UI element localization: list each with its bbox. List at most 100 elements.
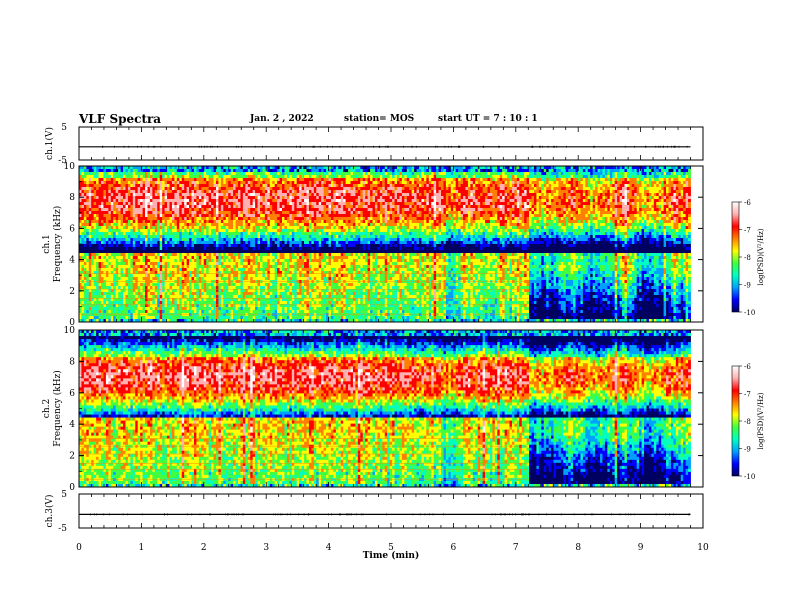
spectrogram-cell — [206, 295, 209, 298]
spectrogram-cell — [138, 313, 141, 316]
spectrogram-cell — [231, 205, 234, 208]
spectrogram-cell — [297, 259, 300, 262]
spectrogram-cell — [150, 307, 153, 310]
spectrogram-cell — [192, 202, 195, 205]
spectrogram-cell — [86, 259, 89, 262]
spectrogram-cell — [297, 184, 300, 187]
spectrogram-cell — [155, 220, 158, 223]
spectrogram-cell — [86, 199, 89, 202]
spectrogram-cell — [160, 307, 163, 310]
spectrogram-cell — [189, 316, 192, 319]
spectrogram-cell — [121, 229, 124, 232]
spectrogram-cell — [86, 310, 89, 313]
spectrogram-cell — [89, 304, 92, 307]
spectrogram-cell — [211, 193, 214, 196]
spectrogram-cell — [223, 304, 226, 307]
spectrogram-cell — [96, 208, 99, 211]
spectrogram-cell — [145, 268, 148, 271]
spectrogram-cell — [155, 316, 158, 319]
spectrogram-cell — [206, 217, 209, 220]
spectrogram-cell — [262, 169, 265, 172]
spectrogram-cell — [121, 208, 124, 211]
spectrogram-cell — [133, 166, 136, 169]
spectrogram-cell — [267, 241, 270, 244]
spectrogram-cell — [118, 262, 121, 265]
spectrogram-cell — [135, 190, 138, 193]
spectrogram-cell — [150, 211, 153, 214]
spectrogram-cell — [108, 313, 111, 316]
spectrogram-cell — [106, 286, 109, 289]
spectrogram-cell — [111, 235, 114, 238]
spectrogram-cell — [209, 307, 212, 310]
spectrogram-cell — [152, 184, 155, 187]
spectrogram-cell — [187, 307, 190, 310]
spectrogram-cell — [101, 316, 104, 319]
spectrogram-cell — [172, 265, 175, 268]
spectrogram-cell — [201, 301, 204, 304]
spectrogram-cell — [297, 175, 300, 178]
spectrogram-cell — [147, 301, 150, 304]
spectrogram-cell — [184, 259, 187, 262]
spectrogram-cell — [218, 175, 221, 178]
spectrogram-cell — [160, 211, 163, 214]
spectrogram-cell — [113, 244, 116, 247]
spectrogram-cell — [86, 307, 89, 310]
spectrogram-cell — [147, 259, 150, 262]
spectrogram-cell — [152, 178, 155, 181]
spectrogram-cell — [128, 193, 131, 196]
spectrogram-cell — [121, 301, 124, 304]
spectrogram-cell — [226, 316, 229, 319]
spectrogram-cell — [277, 301, 280, 304]
spectrogram-cell — [130, 316, 133, 319]
spectrogram-cell — [250, 184, 253, 187]
spectrogram-cell — [160, 244, 163, 247]
spectrogram-cell — [103, 184, 106, 187]
spectrogram-cell — [162, 313, 165, 316]
spectrogram-cell — [128, 277, 131, 280]
spectrogram-cell — [155, 232, 158, 235]
spectrogram-cell — [233, 262, 236, 265]
spectrogram-cell — [96, 286, 99, 289]
spectrogram-cell — [174, 205, 177, 208]
spectrogram-cell — [108, 250, 111, 253]
spectrogram-cell — [91, 229, 94, 232]
spectrogram-cell — [194, 304, 197, 307]
spectrogram-cell — [89, 208, 92, 211]
spectrogram-cell — [116, 256, 119, 259]
spectrogram-cell — [240, 286, 243, 289]
spectrogram-cell — [116, 301, 119, 304]
spectrogram-cell — [113, 307, 116, 310]
spectrogram-cell — [284, 202, 287, 205]
spectrogram-cell — [226, 307, 229, 310]
spectrogram-cell — [125, 190, 128, 193]
spectrogram-cell — [152, 268, 155, 271]
spectrogram-cell — [167, 304, 170, 307]
spectrogram-cell — [106, 310, 109, 313]
spectrogram-cell — [108, 211, 111, 214]
spectrogram-cell — [170, 190, 173, 193]
spectrogram-cell — [157, 277, 160, 280]
spectrogram-cell — [94, 238, 97, 241]
spectrogram-cell — [101, 274, 104, 277]
spectrogram-cell — [118, 235, 121, 238]
spectrogram-cell — [211, 295, 214, 298]
spectrogram-cell — [135, 223, 138, 226]
spectrogram-cell — [172, 304, 175, 307]
spectrogram-cell — [99, 295, 102, 298]
spectrogram-cell — [255, 205, 258, 208]
spectrogram-cell — [196, 202, 199, 205]
spectrogram-cell — [165, 202, 168, 205]
spectrogram-cell — [238, 313, 241, 316]
spectrogram-cell — [135, 202, 138, 205]
spectrogram-cell — [216, 304, 219, 307]
spectrogram-cell — [265, 211, 268, 214]
spectrogram-cell — [260, 178, 263, 181]
spectrogram-cell — [214, 199, 217, 202]
spectrogram-cell — [243, 223, 246, 226]
spectrogram-cell — [250, 205, 253, 208]
spectrogram-cell — [125, 286, 128, 289]
spectrogram-cell — [260, 316, 263, 319]
spectrogram-cell — [94, 316, 97, 319]
spectrogram-cell — [103, 169, 106, 172]
spectrogram-cell — [221, 166, 224, 169]
